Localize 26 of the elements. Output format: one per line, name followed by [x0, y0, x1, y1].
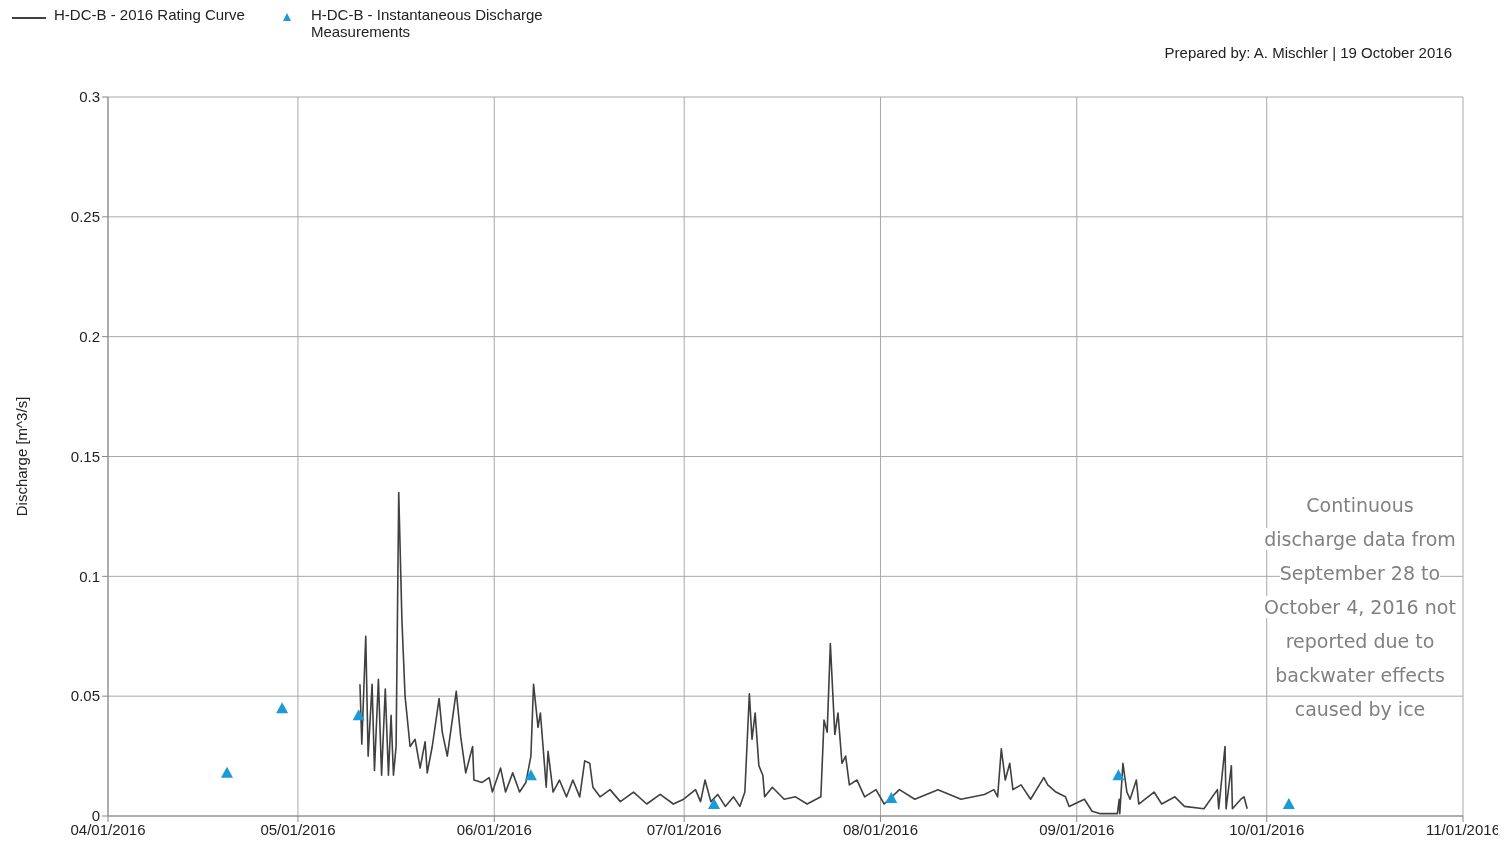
y-tick-label: 0.3	[79, 88, 100, 106]
point	[1282, 798, 1295, 810]
legend-label: H-DC-B - Instantaneous Discharge Measurements	[310, 6, 544, 40]
y-tick-label: 0.1	[79, 567, 100, 585]
y-tick-label: 0.25	[70, 208, 100, 226]
y-tick-label: 0.2	[79, 327, 100, 345]
point	[524, 769, 537, 781]
text: Prepared by: A. Mischler | 19 October 2016	[1164, 44, 1452, 61]
x-tick-label: 10/01/2016	[1229, 820, 1305, 838]
x-tick-label: 08/01/2016	[842, 820, 919, 838]
legend-label: H-DC-B - 2016 Rating Curve	[54, 6, 245, 23]
x-tick-label: 06/01/2016	[456, 820, 532, 838]
x-tick-label: 05/01/2016	[260, 820, 336, 838]
y-axis-title: Discharge [m^3/s]	[13, 396, 31, 517]
point	[352, 709, 365, 721]
line-series	[359, 491, 1248, 815]
point	[276, 702, 289, 714]
point	[708, 798, 720, 810]
y-tick-label: 0.15	[70, 447, 100, 465]
point	[885, 792, 898, 804]
point	[220, 766, 233, 778]
x-tick-label: 07/01/2016	[646, 820, 722, 838]
point	[1112, 769, 1125, 781]
y-tick-label: 0.05	[70, 687, 100, 705]
x-tick-label: 09/01/2016	[1039, 820, 1115, 838]
annotation: Continuous discharge data from September 28 to October 4, 2016 not reported due to backwater effects caused by ice	[1264, 494, 1456, 720]
